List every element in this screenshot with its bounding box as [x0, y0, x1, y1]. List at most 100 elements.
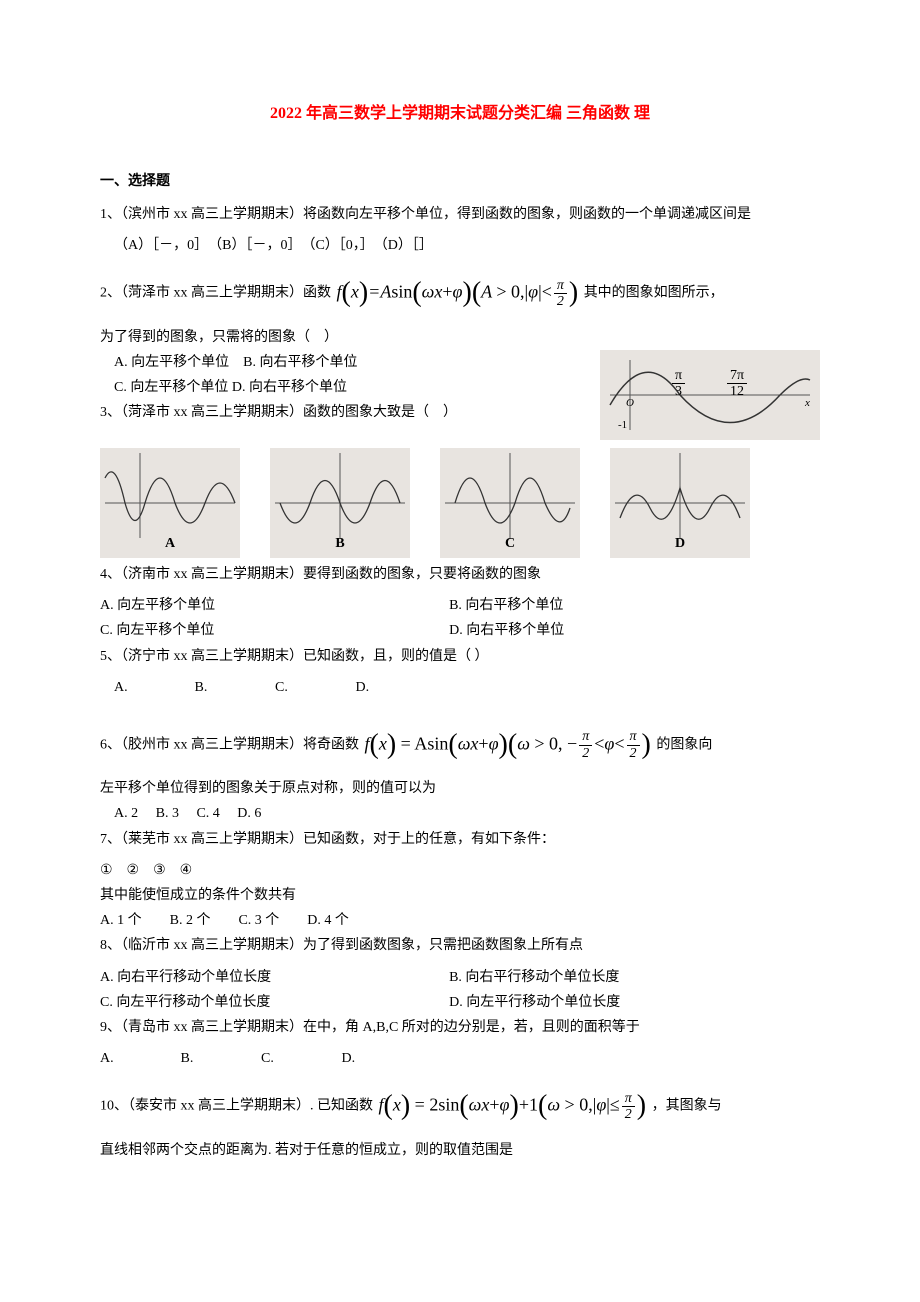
lt1: < [594, 733, 604, 753]
q3-graph-d: D [610, 448, 750, 558]
q3-graphs: A B C D [100, 448, 820, 558]
q6-prefix: 6、（胶州市 xx 高三上学期期末）将奇函数 [100, 737, 359, 752]
label-d: D [675, 531, 685, 556]
q7-conds: ① ② ③ ④ [100, 858, 820, 883]
q6-suffix: 的图象向 [656, 737, 712, 752]
omega: ω [469, 1095, 482, 1115]
q8-row1: A. 向右平行移动个单位长度 B. 向右平行移动个单位长度 [100, 965, 820, 990]
label-c: C [505, 531, 515, 556]
q10-formula: f(x) = 2sin(ωx+φ)+1(ω > 0,|φ|≤π2) [377, 1081, 649, 1131]
wave-icon [610, 448, 750, 543]
q5-d: D. [356, 675, 398, 700]
q8-b: B. 向右平行移动个单位长度 [449, 970, 619, 985]
pi712n: 7π [727, 368, 747, 384]
gt0: > 0, − [534, 733, 577, 753]
omega: ω [458, 733, 471, 753]
q10-suffix: ，其图象与 [652, 1099, 722, 1114]
q5-opts: A. B. C. D. [114, 675, 820, 700]
q3-graph-b: B [270, 448, 410, 558]
origin-label: O [626, 397, 634, 409]
q6-formula: f(x) = Asin(ωx+φ)(ω > 0, −π2<φ<π2) [363, 720, 653, 770]
absphi: φ [596, 1095, 606, 1115]
pi712d: 12 [727, 384, 747, 399]
eqA: =A [368, 282, 391, 302]
q1-text: 1、（滨州市 xx 高三上学期期末）将函数向左平移个单位，得到函数的图象，则函数… [100, 207, 751, 222]
question-1: 1、（滨州市 xx 高三上学期期末）将函数向左平移个单位，得到函数的图象，则函数… [100, 202, 820, 227]
Avar: A [481, 282, 492, 302]
sin: sin [438, 1095, 459, 1115]
phi: φ [500, 1095, 510, 1115]
eqA: = A [401, 733, 428, 753]
wave-icon [100, 448, 240, 543]
pi3n: π [672, 368, 685, 384]
page-title: 2022 年高三数学上学期期末试题分类汇编 三角函数 理 [100, 100, 820, 129]
omega: ω [422, 282, 435, 302]
q1-options: （A）［－，0］ （B）［－，0］ （C）［0，］ （D）［］ [114, 233, 820, 258]
q4-b: B. 向右平移个单位 [449, 598, 563, 613]
q8-c: C. 向左平行移动个单位长度 [100, 990, 446, 1015]
q2-prefix: 2、（菏泽市 xx 高三上学期期末）函数 [100, 286, 331, 301]
question-5: 5、（济宁市 xx 高三上学期期末）已知函数，且，则的值是（ ） [100, 644, 820, 669]
lt2: < [614, 733, 624, 753]
q6-opts: A. 2 B. 3 C. 4 D. 6 [114, 801, 820, 826]
question-2: 2、（菏泽市 xx 高三上学期期末）函数 f(x)=Asin(ωx+φ)(A >… [100, 268, 820, 318]
question-6: 6、（胶州市 xx 高三上学期期末）将奇函数 f(x) = Asin(ωx+φ)… [100, 720, 820, 770]
pi: π [622, 1091, 635, 1107]
plus: + [478, 733, 488, 753]
q9-a: A. [100, 1046, 142, 1071]
two1: 2 [579, 746, 592, 761]
pi3d: 3 [672, 384, 685, 399]
eq2: = 2 [415, 1095, 439, 1115]
q9-c: C. [261, 1046, 303, 1071]
q5-b: B. [195, 675, 237, 700]
sin: sin [427, 733, 448, 753]
label-a: A [165, 531, 175, 556]
omg: ω [517, 733, 530, 753]
q10-line2: 直线相邻两个交点的距离为. 若对于任意的恒成立，则的取值范围是 [100, 1138, 820, 1163]
pi2: π [627, 729, 640, 745]
section-heading: 一、选择题 [100, 169, 820, 194]
q4-row1: A. 向左平移个单位 B. 向右平移个单位 [100, 593, 820, 618]
q7-opts: A. 1 个 B. 2 个 C. 3 个 D. 4 个 [100, 908, 820, 933]
absphi: φ [528, 282, 538, 302]
wave-icon [270, 448, 410, 543]
q4-d: D. 向右平移个单位 [449, 623, 564, 638]
phi2: φ [604, 733, 614, 753]
label-b: B [335, 531, 344, 556]
pi: π [554, 278, 567, 294]
q2-line2: 为了得到的图象，只需将的图象（ ） [100, 325, 820, 350]
phi: φ [489, 733, 499, 753]
q7-line3: 其中能使恒成立的条件个数共有 [100, 883, 820, 908]
phi: φ [453, 282, 463, 302]
question-8: 8、（临沂市 xx 高三上学期期末）为了得到函数图象，只需把函数图象上所有点 [100, 933, 820, 958]
q8-d: D. 向左平行移动个单位长度 [449, 995, 620, 1010]
gt0: > 0, [565, 1095, 593, 1115]
q5-a: A. [114, 675, 156, 700]
q9-opts: A. B. C. D. [100, 1046, 820, 1071]
q8-row2: C. 向左平行移动个单位长度 D. 向左平行移动个单位长度 [100, 990, 820, 1015]
two: 2 [554, 294, 567, 309]
neg1-label: -1 [618, 419, 627, 431]
q2-formula: f(x)=Asin(ωx+φ)(A > 0,|φ|<π2) [335, 268, 581, 318]
q4-row2: C. 向左平移个单位 D. 向右平移个单位 [100, 618, 820, 643]
q3-graph-c: C [440, 448, 580, 558]
plus: + [489, 1095, 499, 1115]
omg: ω [547, 1095, 560, 1115]
question-10: 10、（泰安市 xx 高三上学期期末）. 已知函数 f(x) = 2sin(ωx… [100, 1081, 820, 1131]
x-axis-label: x [804, 397, 810, 409]
q2-wave-icon: O x -1 [600, 350, 820, 440]
le: ≤ [610, 1095, 620, 1115]
gt0: > 0, [496, 282, 524, 302]
q6-line2: 左平移个单位得到的图象关于原点对称，则的值可以为 [100, 776, 820, 801]
xarg: x [351, 282, 359, 302]
question-9: 9、（青岛市 xx 高三上学期期末）在中，角 A,B,C 所对的边分别是，若，且… [100, 1015, 820, 1040]
two: 2 [622, 1107, 635, 1122]
q8-a: A. 向右平行移动个单位长度 [100, 965, 446, 990]
lt: < [542, 282, 552, 302]
xarg: x [379, 733, 387, 753]
q4-c: C. 向左平移个单位 [100, 618, 446, 643]
q9-d: D. [342, 1046, 384, 1071]
q10-prefix: 10、（泰安市 xx 高三上学期期末）. 已知函数 [100, 1099, 373, 1114]
question-4: 4、（济南市 xx 高三上学期期末）要得到函数的图象，只要将函数的图象 [100, 562, 820, 587]
q5-c: C. [275, 675, 317, 700]
